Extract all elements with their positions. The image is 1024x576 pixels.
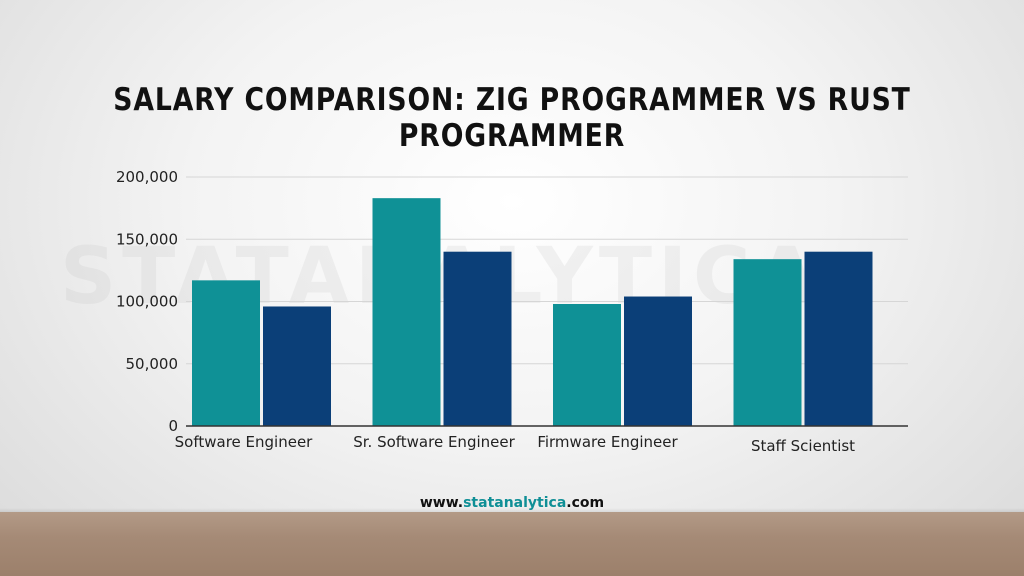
bar-series1 xyxy=(192,280,260,426)
x-category-label: Staff Scientist xyxy=(751,437,855,455)
bar-series2 xyxy=(804,251,873,426)
footer-prefix: www. xyxy=(419,495,464,511)
x-category-label: Software Engineer xyxy=(175,433,314,451)
y-tick-label: 150,000 xyxy=(116,230,178,248)
bar-series2 xyxy=(263,306,331,426)
bar-series2 xyxy=(443,251,512,426)
x-category-label: Sr. Software Engineer xyxy=(353,433,515,451)
floor-shadow xyxy=(0,508,1024,514)
website-footer[interactable]: www.statanalytica.com xyxy=(0,495,1024,511)
bar-series2 xyxy=(624,296,692,426)
bar-series1 xyxy=(733,259,802,426)
chart-title: SALARY COMPARISON: ZIG PROGRAMMER VS RUS… xyxy=(113,82,911,154)
bar-chart: 0 50,000 100,000 150,000 200,000 Software Eng… xyxy=(116,168,908,455)
y-tick-label: 200,000 xyxy=(116,168,178,186)
y-tick-label: 50,000 xyxy=(126,355,179,373)
floor-background xyxy=(0,512,1024,576)
bar-series1 xyxy=(372,198,441,426)
x-category-label: Firmware Engineer xyxy=(537,433,678,451)
footer-brand: statanalytica xyxy=(463,495,567,511)
bar-series1 xyxy=(553,303,621,426)
y-tick-label: 0 xyxy=(168,417,178,435)
y-tick-label: 100,000 xyxy=(116,293,178,311)
footer-suffix: .com xyxy=(566,495,605,511)
